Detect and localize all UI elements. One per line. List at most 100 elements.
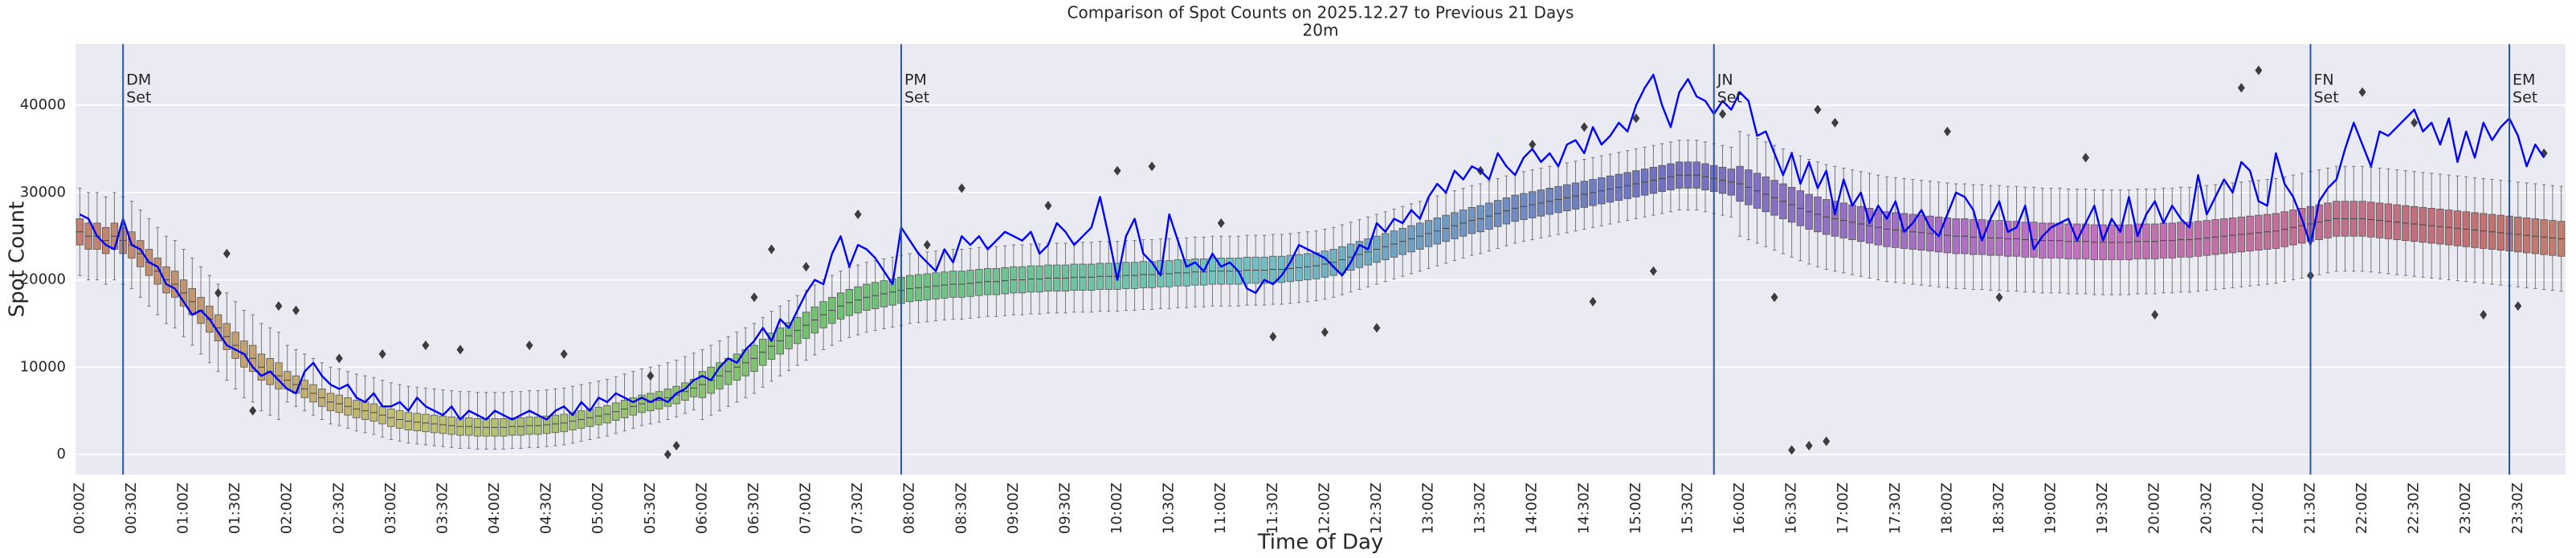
x-tick-label: 17:30Z [1887, 483, 1904, 534]
outlier [222, 248, 231, 259]
annotation-label: EM [2513, 71, 2535, 89]
x-tick-label: 21:00Z [2250, 483, 2267, 534]
outlier [647, 371, 655, 381]
outlier [2151, 310, 2159, 320]
outlier [1814, 104, 1822, 115]
labels: 0 10000 20000 30000 40000 00:00Z 00:30Z 01:00Z 0… [20, 71, 2538, 535]
annotation-label: Set [2513, 89, 2537, 107]
outlier [802, 262, 810, 272]
outlier [854, 210, 862, 220]
outlier [750, 292, 758, 303]
x-tick-label: 15:30Z [1679, 483, 1696, 534]
x-tick-label: 11:30Z [1264, 483, 1281, 534]
x-tick-label: 05:00Z [590, 483, 606, 534]
x-tick-label: 08:00Z [901, 483, 918, 534]
outlier [1788, 445, 1796, 455]
outlier [1373, 323, 1381, 333]
x-tick-label: 05:30Z [642, 483, 659, 534]
x-tick-label: 00:30Z [123, 483, 140, 534]
x-tick-label: 14:00Z [1524, 483, 1541, 534]
x-tick-label: 01:00Z [175, 483, 192, 534]
x-tick-label: 13:30Z [1472, 483, 1488, 534]
x-tick-label: 16:00Z [1731, 483, 1748, 534]
outlier [2411, 117, 2419, 128]
x-tick-label: 15:00Z [1627, 483, 1644, 534]
outlier [2237, 83, 2245, 93]
outlier [2480, 310, 2488, 320]
outlier [1217, 218, 1225, 228]
outlier [923, 240, 931, 250]
outlier [1113, 165, 1121, 176]
x-tick-label: 12:00Z [1316, 483, 1333, 534]
outlier [2358, 87, 2366, 97]
x-tick-label: 03:00Z [382, 483, 399, 534]
annotation-label: Set [2313, 89, 2338, 107]
x-tick-label: 20:30Z [2198, 483, 2215, 534]
x-tick-label: 22:00Z [2354, 483, 2370, 534]
x-tick-label: 17:00Z [1835, 483, 1851, 534]
x-tick-label: 03:30Z [434, 483, 451, 534]
outlier [249, 405, 257, 416]
outlier [456, 344, 464, 355]
x-tick-label: 00:00Z [71, 483, 88, 534]
outlier [1805, 441, 1813, 451]
x-tick-label: 18:30Z [1990, 483, 2007, 534]
x-tick-label: 14:30Z [1575, 483, 1592, 534]
outlier [1770, 292, 1778, 303]
annotation-label: PM [904, 71, 927, 89]
outlier [1269, 332, 1277, 342]
outlier [1649, 266, 1657, 276]
outlier [1580, 122, 1588, 132]
x-tick-label: 04:00Z [486, 483, 503, 534]
outlier [1529, 140, 1537, 150]
x-tick-label: 10:30Z [1161, 483, 1178, 534]
x-tick-label: 04:30Z [538, 483, 555, 534]
x-tick-label: 23:30Z [2509, 483, 2526, 534]
x-axis-label: Time of Day [1257, 531, 1384, 555]
x-tick-label: 09:30Z [1056, 483, 1073, 534]
outlier [1943, 126, 1951, 136]
x-tick-label: 06:00Z [693, 483, 710, 534]
x-tick-label: 22:30Z [2406, 483, 2423, 534]
x-tick-label: 12:30Z [1368, 483, 1385, 534]
outlier [214, 287, 222, 298]
outlier [2514, 301, 2522, 312]
x-tick-label: 20:00Z [2146, 483, 2163, 534]
outlier [525, 340, 533, 351]
y-tick-label: 40000 [20, 96, 66, 113]
today-line [79, 73, 2545, 421]
x-tick-label: 18:00Z [1938, 483, 1955, 534]
x-tick-label: 07:30Z [849, 483, 866, 534]
outlier [672, 441, 680, 451]
x-tick-label: 23:00Z [2457, 483, 2474, 534]
outlier [1321, 327, 1329, 337]
x-tick-label: 06:30Z [745, 483, 762, 534]
x-tick-label: 21:30Z [2301, 483, 2318, 534]
annotation-label: DM [126, 71, 151, 89]
outlier [767, 244, 775, 255]
x-tick-label: 19:30Z [2094, 483, 2111, 534]
annotation-label: Set [1717, 89, 1742, 107]
x-tick-label: 02:00Z [279, 483, 296, 534]
annotation-label: JN [1717, 71, 1733, 89]
annotation-label: FN [2313, 71, 2333, 89]
x-tick-label: 09:00Z [1005, 483, 1022, 534]
outlier [1823, 436, 1831, 446]
outlier [1831, 117, 1839, 128]
outlier [560, 348, 568, 359]
y-tick-label: 10000 [20, 358, 66, 375]
outlier [957, 183, 965, 193]
y-tick-label: 30000 [20, 184, 66, 201]
x-tick-label: 10:00Z [1108, 483, 1125, 534]
outlier [663, 449, 672, 459]
plot-background [76, 44, 2566, 475]
outlier [2255, 65, 2263, 75]
x-tick-label: 08:30Z [953, 483, 970, 534]
x-tick-label: 02:30Z [330, 483, 347, 534]
outlier [422, 340, 430, 351]
outlier [292, 305, 300, 316]
outlier [275, 301, 283, 312]
x-tick-label: 13:00Z [1420, 483, 1437, 534]
